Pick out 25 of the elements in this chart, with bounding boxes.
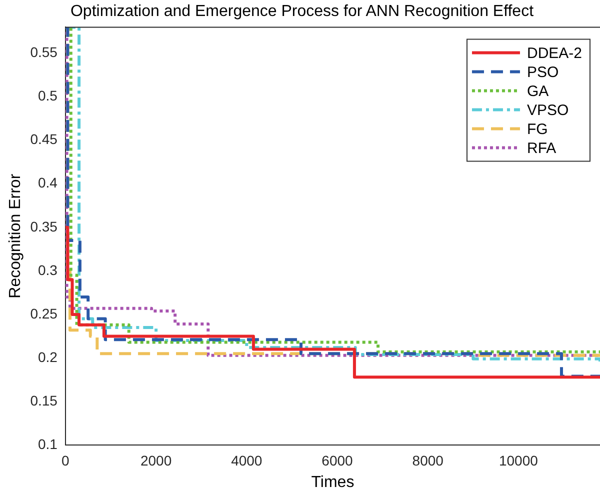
x-tick-label: 4000 <box>231 452 262 468</box>
y-tick-label: 0.25 <box>30 305 58 322</box>
x-axis-title: Times <box>311 474 354 491</box>
y-tick-label: 0.15 <box>30 392 58 408</box>
x-tick-label: 0 <box>62 452 70 468</box>
y-axis-title: Recognition Error <box>7 173 24 298</box>
chart-title: Optimization and Emergence Process for ANN Recognition Effect <box>70 3 534 20</box>
x-tick-label: 8000 <box>412 452 444 468</box>
x-tick-label: 10000 <box>498 452 538 468</box>
y-tick-label: 0.35 <box>30 218 58 234</box>
legend-label: RFA <box>526 140 556 157</box>
legend-label: DDEA-2 <box>526 44 582 62</box>
x-tick-label: 2000 <box>140 452 172 468</box>
legend-label: VPSO <box>526 102 569 119</box>
y-tick-label: 0.2 <box>38 348 58 365</box>
y-tick-label: 0.45 <box>30 131 58 148</box>
x-tick-label: 6000 <box>322 452 354 468</box>
y-tick-label: 0.3 <box>38 262 58 278</box>
legend-label: PSO <box>526 64 559 81</box>
legend-label: GA <box>526 82 549 100</box>
y-tick-label: 0.5 <box>38 88 58 104</box>
legend-label: FG <box>526 120 548 138</box>
y-tick-label: 0.55 <box>30 44 58 60</box>
y-tick-label: 0.4 <box>38 174 58 191</box>
y-tick-label: 0.1 <box>38 436 58 452</box>
